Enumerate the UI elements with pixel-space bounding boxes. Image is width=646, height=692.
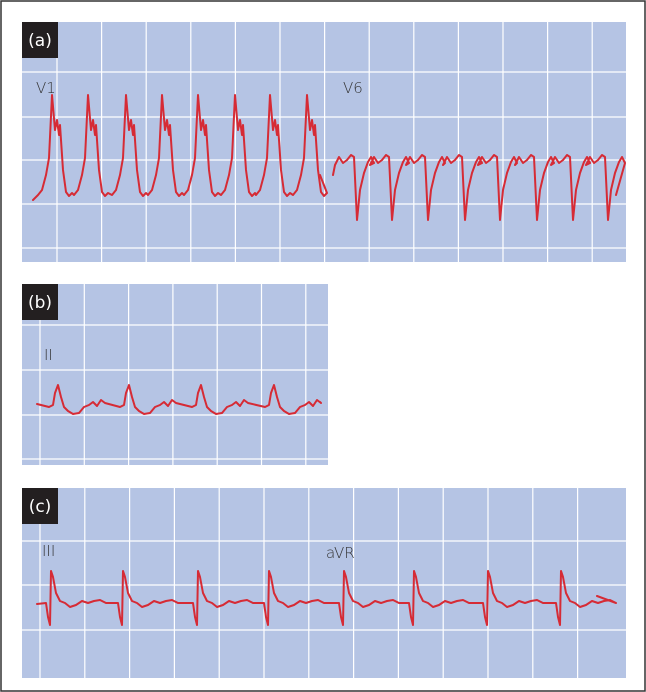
badge <box>22 284 58 320</box>
lead-label: V1 <box>36 79 56 97</box>
lead-label: III <box>42 542 55 560</box>
lead-label: aVR <box>326 544 355 562</box>
ecg-trace <box>36 384 322 415</box>
ecg-trace <box>36 570 617 626</box>
lead-label: V6 <box>343 79 363 97</box>
ecg-trace <box>32 94 328 201</box>
panel-label: (b) <box>28 293 52 313</box>
traces <box>32 94 626 626</box>
badge <box>22 22 58 58</box>
panel-c <box>22 488 626 678</box>
panel-label: (a) <box>28 31 52 51</box>
ecg-trace <box>332 154 626 221</box>
panel-label: (c) <box>29 497 52 517</box>
badge <box>22 488 58 524</box>
panel-b <box>22 284 328 465</box>
lead-label: II <box>44 346 53 364</box>
